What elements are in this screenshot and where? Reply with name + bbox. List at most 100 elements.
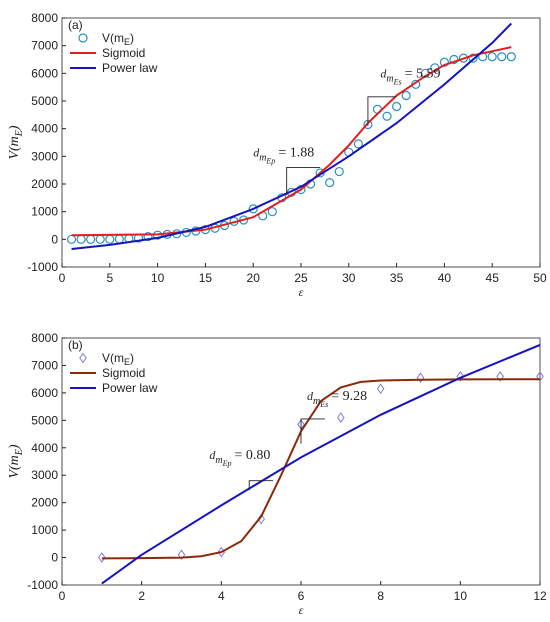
y-label-part: E bbox=[14, 130, 25, 137]
x-axis-label: ε bbox=[299, 603, 304, 617]
y-axis-label: V(mE) bbox=[7, 125, 25, 159]
x-tick-label: 12 bbox=[533, 589, 547, 603]
annotation: dmEs= 5.59 bbox=[380, 66, 440, 86]
annotation-part: Ep bbox=[265, 156, 275, 165]
y-tick-label: 1000 bbox=[31, 205, 58, 219]
x-tick-label: 8 bbox=[377, 589, 384, 603]
legend-label-part: Power law bbox=[102, 381, 158, 395]
point bbox=[497, 52, 507, 62]
legend-label: V(mE) bbox=[102, 31, 134, 47]
panel-label: (b) bbox=[68, 338, 83, 352]
legend-label: V(mE) bbox=[102, 351, 134, 367]
x-tick-label: 0 bbox=[59, 271, 66, 285]
y-tick-label: 3000 bbox=[31, 468, 58, 482]
point bbox=[114, 234, 124, 244]
point bbox=[337, 412, 345, 423]
y-tick-label: 3000 bbox=[31, 149, 58, 163]
slope-bracket bbox=[248, 480, 274, 491]
y-tick-label: -1000 bbox=[27, 578, 58, 592]
point bbox=[334, 166, 344, 177]
slope-bracket bbox=[300, 418, 325, 444]
fit-line bbox=[101, 343, 541, 585]
y-tick-label: 5000 bbox=[31, 94, 58, 108]
annotation-part: = 0.80 bbox=[235, 448, 271, 463]
legend-label-part: V(m bbox=[102, 351, 124, 365]
point bbox=[496, 371, 504, 382]
point bbox=[376, 383, 385, 395]
y-label-part: V(m bbox=[7, 455, 22, 478]
point bbox=[506, 52, 516, 62]
y-label-part: V(m bbox=[7, 136, 22, 159]
annotation: dmEp= 0.80 bbox=[209, 448, 270, 468]
x-tick-label: 20 bbox=[247, 271, 261, 285]
point bbox=[105, 234, 115, 244]
point bbox=[416, 372, 425, 384]
point bbox=[143, 231, 153, 242]
y-axis-label: V(mE) bbox=[7, 444, 25, 478]
legend-label: Sigmoid bbox=[102, 366, 145, 380]
annotation: dmEs= 9.28 bbox=[307, 389, 367, 409]
x-tick-label: 0 bbox=[59, 589, 66, 603]
point bbox=[382, 111, 392, 121]
y-tick-label: 5000 bbox=[31, 413, 58, 427]
chart-panel: 0 5 10 15 20 25 30 35 40 45 50-1000010002000300040… bbox=[7, 11, 547, 299]
x-tick-label: 4 bbox=[218, 589, 225, 603]
y-tick-label: 6000 bbox=[31, 386, 58, 400]
annotation-part: d bbox=[209, 448, 216, 462]
x-tick-label: 10 bbox=[454, 589, 468, 603]
annotation-part: d bbox=[380, 66, 387, 80]
annotation-part: d bbox=[307, 389, 314, 403]
y-tick-label: 6000 bbox=[31, 66, 58, 80]
annotation-part: Es bbox=[393, 77, 402, 86]
x-tick-label: 15 bbox=[199, 271, 213, 285]
legend-swatch bbox=[79, 352, 87, 364]
legend-label-part: Power law bbox=[102, 61, 158, 75]
point bbox=[468, 53, 478, 63]
point bbox=[248, 204, 258, 214]
legend-label: Sigmoid bbox=[102, 46, 145, 60]
y-label-part: E bbox=[14, 449, 25, 456]
annotation-part: m bbox=[386, 73, 393, 84]
legend-label-part: V(m bbox=[102, 31, 124, 45]
x-tick-label: 5 bbox=[106, 271, 113, 285]
point bbox=[401, 90, 411, 101]
y-tick-label: 0 bbox=[51, 551, 58, 565]
slope-bracket bbox=[367, 96, 397, 126]
legend-label-part: ) bbox=[130, 351, 134, 365]
annotation: dmEp= 1.88 bbox=[253, 145, 314, 165]
point bbox=[439, 57, 449, 67]
legend-label-part: Sigmoid bbox=[102, 46, 145, 60]
annotation-part: Ep bbox=[222, 459, 232, 468]
fit-line bbox=[101, 378, 541, 560]
point bbox=[392, 101, 402, 112]
x-tick-label: 2 bbox=[138, 589, 145, 603]
y-tick-label: 2000 bbox=[31, 177, 58, 191]
annotation-part: = 5.59 bbox=[405, 66, 441, 81]
x-tick-label: 50 bbox=[533, 271, 547, 285]
y-tick-label: 8000 bbox=[31, 331, 58, 345]
legend-label-part: E bbox=[124, 357, 130, 367]
x-tick-label: 25 bbox=[294, 271, 308, 285]
x-tick-label: 30 bbox=[342, 271, 356, 285]
y-tick-label: -1000 bbox=[27, 260, 58, 274]
x-tick-label: 35 bbox=[390, 271, 404, 285]
y-tick-label: 0 bbox=[51, 232, 58, 246]
legend-label: Power law bbox=[102, 381, 158, 395]
x-tick-label: 40 bbox=[438, 271, 452, 285]
point bbox=[536, 371, 544, 382]
point bbox=[98, 552, 106, 563]
x-tick-label: 6 bbox=[298, 589, 305, 603]
x-tick-label: 45 bbox=[486, 271, 500, 285]
y-label-part: ) bbox=[7, 125, 22, 131]
x-tick-label: 10 bbox=[151, 271, 165, 285]
y-tick-label: 1000 bbox=[31, 523, 58, 537]
point bbox=[487, 52, 497, 62]
point bbox=[66, 234, 77, 244]
annotation-part: m bbox=[215, 455, 222, 466]
point bbox=[76, 234, 86, 244]
y-tick-label: 4000 bbox=[31, 122, 58, 136]
slope-bracket bbox=[286, 166, 321, 196]
legend-label: Power law bbox=[102, 61, 158, 75]
fit-line bbox=[71, 46, 512, 237]
legend-swatch bbox=[78, 33, 88, 43]
